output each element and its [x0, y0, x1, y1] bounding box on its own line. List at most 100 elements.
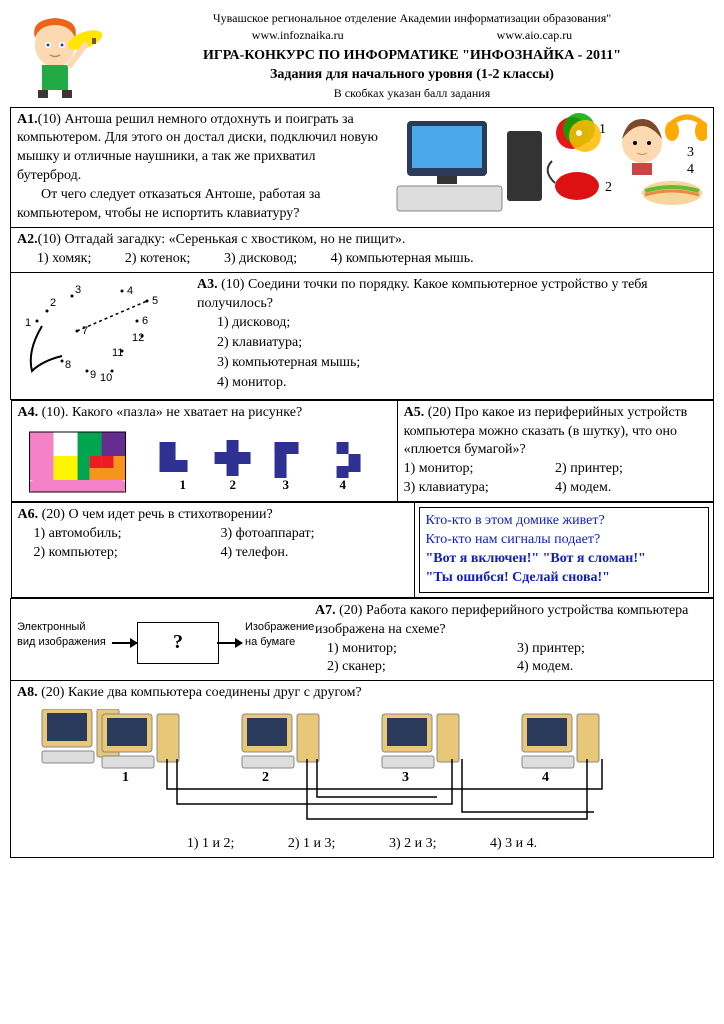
header-title1: ИГРА-КОНКУРС ПО ИНФОРМАТИКЕ "ИНФОЗНАЙКА …: [110, 46, 714, 66]
header-title2: Задания для начального уровня (1-2 класс…: [110, 65, 714, 85]
a2-opt3: 3) дисковод;: [224, 250, 297, 269]
a8-opt3: 3) 2 и 3;: [389, 835, 437, 854]
a3-points: (10): [218, 277, 245, 292]
a5-opt4: 4) модем.: [555, 480, 611, 495]
svg-text:4: 4: [542, 770, 549, 785]
a7-opt1: 1) монитор;: [327, 641, 397, 656]
svg-text:4: 4: [687, 162, 694, 177]
a1-text1: Антоша решил немного от­дохнуть и поигра…: [17, 112, 378, 184]
a3-opt4: 4) монитор.: [217, 374, 707, 393]
a7-points: (20): [336, 603, 363, 618]
a4-points: (10).: [38, 405, 68, 420]
a1-points: (10): [38, 112, 61, 127]
question-a4: А4. (10). Какого «пазла» не хватает на р…: [11, 400, 397, 501]
a7-right-label: Изображениена бумаге: [245, 620, 314, 650]
svg-text:3: 3: [282, 477, 289, 492]
a7-opt2: 3) принтер;: [517, 641, 585, 656]
a2-opt4: 4) компьютерная мышь.: [331, 250, 474, 269]
a5-opt1: 1) монитор;: [404, 461, 474, 476]
a2-label: А2.: [17, 232, 38, 247]
a6-poem-cell: Кто-кто в этом домике живет? Кто-кто нам…: [414, 503, 713, 598]
svg-text:2: 2: [262, 770, 269, 785]
page-header: Чувашское региональное отделение Академи…: [10, 10, 714, 102]
svg-text:4: 4: [127, 285, 133, 297]
a7-opt3: 2) сканер;: [327, 659, 386, 674]
svg-text:2: 2: [229, 477, 236, 492]
question-a5: А5. (20) Про какое из периферийных устро…: [397, 400, 713, 501]
poem-line2: Кто-кто нам сигналы подает?: [426, 531, 702, 550]
questions-table: 1 2 3 4 А1.(10) Антоша решил немно: [10, 107, 714, 858]
a3-text-block: А3. (10) Соедини точки по порядку. Какое…: [197, 276, 707, 396]
a2-text: Отгадай загадку: «Серенькая с хвостиком,…: [61, 232, 405, 247]
mascot-image: [10, 10, 110, 100]
a8-opt1: 1) 1 и 2;: [187, 835, 235, 854]
svg-text:2: 2: [605, 180, 612, 195]
svg-text:1: 1: [25, 317, 31, 329]
a1-label: А1.: [17, 112, 38, 127]
a5-opt2: 2) принтер;: [555, 461, 623, 476]
question-a6: А6. (20) О чем идет речь в стихотворе­ни…: [11, 503, 414, 598]
a2-points: (10): [38, 232, 61, 247]
a7-left-label: Электронныйвид изображения: [17, 620, 117, 650]
a6-poem-box: Кто-кто в этом домике живет? Кто-кто нам…: [419, 507, 709, 593]
a5-opt3: 3) клавиатура;: [404, 480, 489, 495]
question-a3: 1 2 3 4 5 6 7 8 9 10 11 12: [11, 272, 714, 399]
a8-network-image: 1 2 3 4: [17, 709, 707, 829]
svg-text:2: 2: [50, 297, 56, 309]
question-a8: А8. (20) Какие два компьютера соединены …: [11, 681, 714, 858]
a7-label: А7.: [315, 603, 336, 618]
a8-points: (20): [38, 685, 65, 700]
a2-opt2: 2) котенок;: [125, 250, 191, 269]
svg-text:6: 6: [142, 315, 148, 327]
header-subtitle: В скобках указан балл задания: [110, 85, 714, 102]
svg-text:10: 10: [100, 372, 112, 384]
a8-opt4: 4) 3 и 4.: [490, 835, 537, 854]
a3-opt3: 3) компьютерная мышь;: [217, 354, 707, 373]
a3-text: Соедини точки по порядку. Какое компьюте…: [197, 277, 648, 311]
a8-text: Какие два компьютера соединены друг с др…: [64, 685, 361, 700]
a4-label: А4.: [18, 405, 39, 420]
a3-label: А3.: [197, 277, 218, 292]
a6-opt3: 3) фотоаппарат;: [221, 525, 315, 544]
svg-text:8: 8: [65, 359, 71, 371]
question-a1: 1 2 3 4 А1.(10) Антоша решил немно: [11, 107, 714, 227]
a7-text: Работа какого периферийного устрой­ства …: [315, 603, 688, 637]
a5-label: А5.: [404, 405, 425, 420]
header-org: Чувашское региональное отделение Академи…: [110, 10, 714, 27]
a3-opt1: 1) дисковод;: [217, 314, 707, 333]
a8-label: А8.: [17, 685, 38, 700]
svg-text:1: 1: [179, 477, 186, 492]
a6-opt1: 1) автомобиль;: [34, 525, 221, 544]
svg-text:1: 1: [599, 122, 606, 137]
a5-points: (20): [424, 405, 451, 420]
a6-text: О чем идет речь в стихотворе­нии?: [65, 507, 273, 522]
svg-text:12: 12: [132, 332, 144, 344]
a8-options: 1) 1 и 2; 2) 1 и 3; 3) 2 и 3; 4) 3 и 4.: [17, 835, 707, 854]
svg-text:3: 3: [687, 145, 694, 160]
svg-text:11: 11: [112, 347, 123, 359]
header-url2: www.aio.cap.ru: [497, 28, 573, 42]
a3-dots-image: 1 2 3 4 5 6 7 8 9 10 11 12: [17, 276, 197, 396]
header-links: www.infoznaika.ru www.aio.cap.ru: [110, 27, 714, 44]
svg-text:1: 1: [122, 770, 129, 785]
a7-diagram: Электронныйвид изображения ? Изображение…: [17, 602, 307, 672]
a4-text: Какого «пазла» не хватает на рисунке?: [68, 405, 302, 420]
a4-puzzle-image: 1 2 3 4: [18, 427, 391, 497]
svg-text:3: 3: [402, 770, 409, 785]
a1-images: 1 2 3 4: [387, 111, 707, 221]
a2-opt1: 1) хомяк;: [37, 250, 91, 269]
poem-line4: "Ты ошибся! Сделай снова!": [426, 569, 702, 588]
svg-text:3: 3: [75, 284, 81, 296]
a7-opt4: 4) модем.: [517, 659, 573, 674]
question-a7: Электронныйвид изображения ? Изображение…: [11, 598, 714, 681]
svg-text:5: 5: [152, 295, 158, 307]
a3-opt2: 2) клавиатура;: [217, 334, 707, 353]
svg-text:9: 9: [90, 369, 96, 381]
poem-line1: Кто-кто в этом домике живет?: [426, 512, 702, 531]
a6-opt2: 2) компьютер;: [34, 544, 221, 563]
svg-text:4: 4: [339, 477, 346, 492]
poem-line3: "Вот я включен!" "Вот я сломан!": [426, 550, 702, 569]
a6-points: (20): [38, 507, 65, 522]
header-text-block: Чувашское региональное отделение Академи…: [110, 10, 714, 102]
a8-opt2: 2) 1 и 3;: [288, 835, 336, 854]
